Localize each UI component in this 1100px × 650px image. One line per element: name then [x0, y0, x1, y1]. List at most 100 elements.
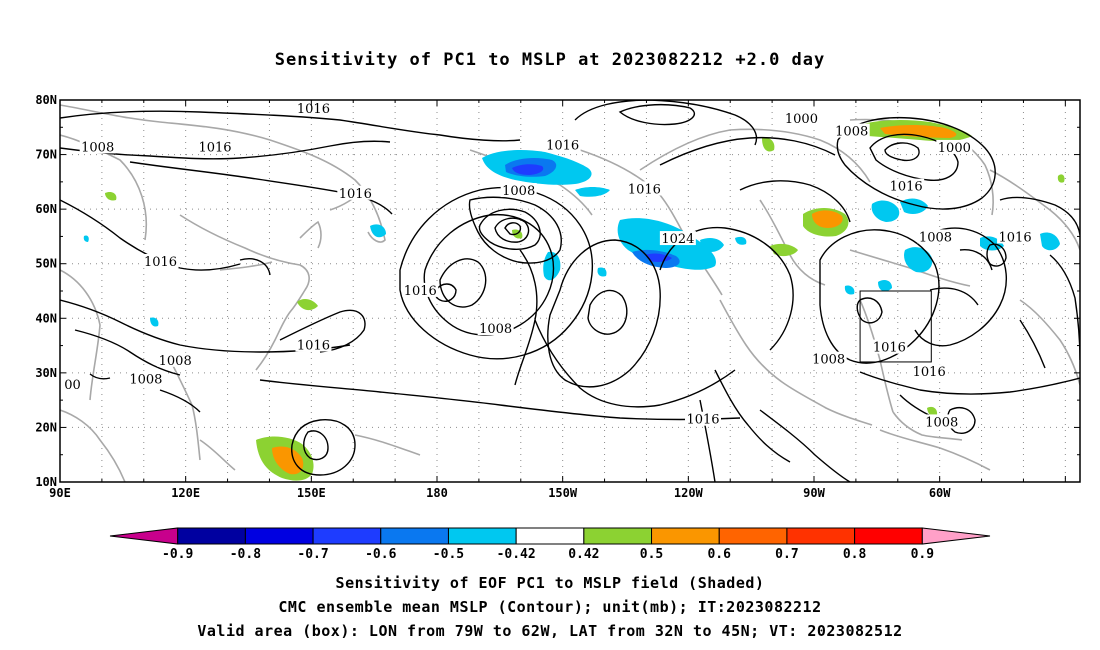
- contour-label-bg: [871, 339, 908, 354]
- contour-label-bg: [684, 411, 721, 426]
- colorbar-label: -0.8: [230, 547, 261, 562]
- colorbar-label: 0.6: [707, 547, 731, 562]
- contour-label: 1008: [502, 184, 535, 199]
- contour-label: 1008: [81, 140, 114, 155]
- colorbar-swatch: [109, 527, 179, 545]
- contour-label-bg: [477, 321, 514, 336]
- contour-label-bg: [402, 282, 439, 297]
- colorbar-label: 0.9: [911, 547, 934, 562]
- contour-label-bg: [295, 337, 332, 352]
- valid-area-box: [859, 290, 932, 363]
- contour-label: 1024: [661, 232, 694, 247]
- lat-label: 40N: [35, 311, 57, 325]
- contour-label-bg: [911, 364, 948, 379]
- contour-label-bg: [544, 137, 581, 152]
- lat-label: 10N: [35, 475, 57, 489]
- contour-label-bg: [157, 352, 194, 367]
- colorbar-swatch: [921, 527, 991, 545]
- caption-valid-area: Valid area (box): LON from 79W to 62W, L…: [197, 622, 903, 640]
- contour-label-bg: [79, 139, 116, 154]
- colorbar-swatch: [177, 527, 246, 545]
- colorbar-label: 0.42: [568, 547, 599, 562]
- lon-label: 90W: [803, 486, 825, 500]
- contour-label-bg: [142, 253, 179, 268]
- contour-label: 00: [64, 378, 81, 393]
- lon-label: 180: [426, 486, 448, 500]
- lon-label: 60W: [929, 486, 951, 500]
- colorbar-label: -0.6: [365, 547, 396, 562]
- map-plot-area: 1016 1008 1016 1016 1016 1008 1016 1000 1008 1000…: [60, 100, 1080, 482]
- colorbar-label: -0.5: [433, 547, 464, 562]
- contour-label-bg: [810, 351, 847, 366]
- colorbar-label: 0.5: [640, 547, 663, 562]
- contour-label: 1008: [812, 353, 845, 368]
- latitude-labels: 80N 70N 60N 50N 40N 30N 20N 10N: [35, 93, 57, 489]
- contour-label: 1008: [925, 415, 958, 430]
- contour-label: 1000: [938, 141, 971, 156]
- colorbar-label: -0.42: [497, 547, 536, 562]
- contour-label: 1000: [785, 112, 818, 127]
- colorbar-label: -0.9: [162, 547, 193, 562]
- contour-label: 1008: [479, 322, 512, 337]
- contour-label: 1008: [919, 230, 952, 245]
- colorbar-swatch: [786, 527, 856, 545]
- contour-label-bg: [936, 139, 973, 154]
- colorbar-swatch: [312, 527, 382, 545]
- contour-label-bg: [196, 139, 233, 154]
- colorbar-label: 0.8: [843, 547, 867, 562]
- contour-label: 1008: [835, 125, 868, 140]
- contour-label: 1016: [913, 365, 946, 380]
- colorbar-swatch: [651, 527, 720, 545]
- lon-label: 150W: [548, 486, 578, 500]
- contour-label: 1016: [144, 255, 177, 270]
- colorbar-swatch: [583, 527, 653, 545]
- contour-label-bg: [783, 111, 820, 126]
- map-title: Sensitivity of PC1 to MSLP at 2023082212…: [274, 50, 826, 70]
- contour-label-bg: [659, 231, 696, 246]
- colorbar-swatch: [244, 527, 314, 545]
- contour-label: 1016: [404, 284, 437, 299]
- contour-label: 1016: [339, 187, 372, 202]
- contour-label: 1016: [890, 180, 923, 195]
- colorbar-swatch: [854, 527, 923, 545]
- lat-label: 30N: [35, 366, 57, 380]
- contour-label-bg: [626, 181, 663, 196]
- contour-label-bg: [917, 229, 954, 244]
- contour-labels: 1016 1008 1016 1016 1016 1008 1016 1000 1008 1000…: [62, 101, 1034, 430]
- contour-label: 1008: [129, 372, 162, 387]
- colorbar-swatch: [380, 527, 449, 545]
- contour-label: 1016: [873, 341, 906, 356]
- contour-label-bg: [923, 414, 960, 429]
- colorbar-label: -0.7: [297, 547, 328, 562]
- lat-label: 50N: [35, 257, 57, 271]
- contour-label-bg: [997, 229, 1034, 244]
- colorbar-swatch: [447, 527, 517, 545]
- lon-label: 120E: [171, 486, 200, 500]
- contour-label: 1016: [999, 230, 1032, 245]
- contour-label: 1016: [198, 140, 231, 155]
- axis-ticks: [59, 99, 1080, 483]
- contour-label: 1016: [297, 338, 330, 353]
- colorbar-label: 0.7: [775, 547, 798, 562]
- contour-label-bg: [62, 376, 83, 391]
- lon-label: 120W: [674, 486, 704, 500]
- caption-contour: CMC ensemble mean MSLP (Contour); unit(m…: [278, 598, 822, 616]
- contour-label: 1008: [159, 354, 192, 369]
- lon-label: 90E: [49, 486, 71, 500]
- colorbar: -0.9 -0.8 -0.7 -0.6 -0.5 -0.42 0.42 0.5 0.6 0.7 0.…: [109, 527, 991, 562]
- lat-label: 80N: [35, 93, 57, 107]
- contour-label: 1016: [546, 139, 579, 154]
- colorbar-swatch: [718, 527, 788, 545]
- contour-label: 1016: [686, 413, 719, 428]
- lat-label: 70N: [35, 148, 57, 162]
- contour-label-bg: [127, 371, 164, 386]
- colorbar-swatch: [515, 527, 585, 545]
- contour-label-bg: [888, 178, 925, 193]
- sensitivity-shading: [83, 120, 1065, 481]
- contour-label-bg: [500, 183, 537, 198]
- caption-shaded: Sensitivity of EOF PC1 to MSLP field (Sh…: [335, 574, 765, 592]
- contour-label-bg: [337, 185, 374, 200]
- lat-label: 60N: [35, 202, 57, 216]
- contour-label: 1016: [297, 102, 330, 117]
